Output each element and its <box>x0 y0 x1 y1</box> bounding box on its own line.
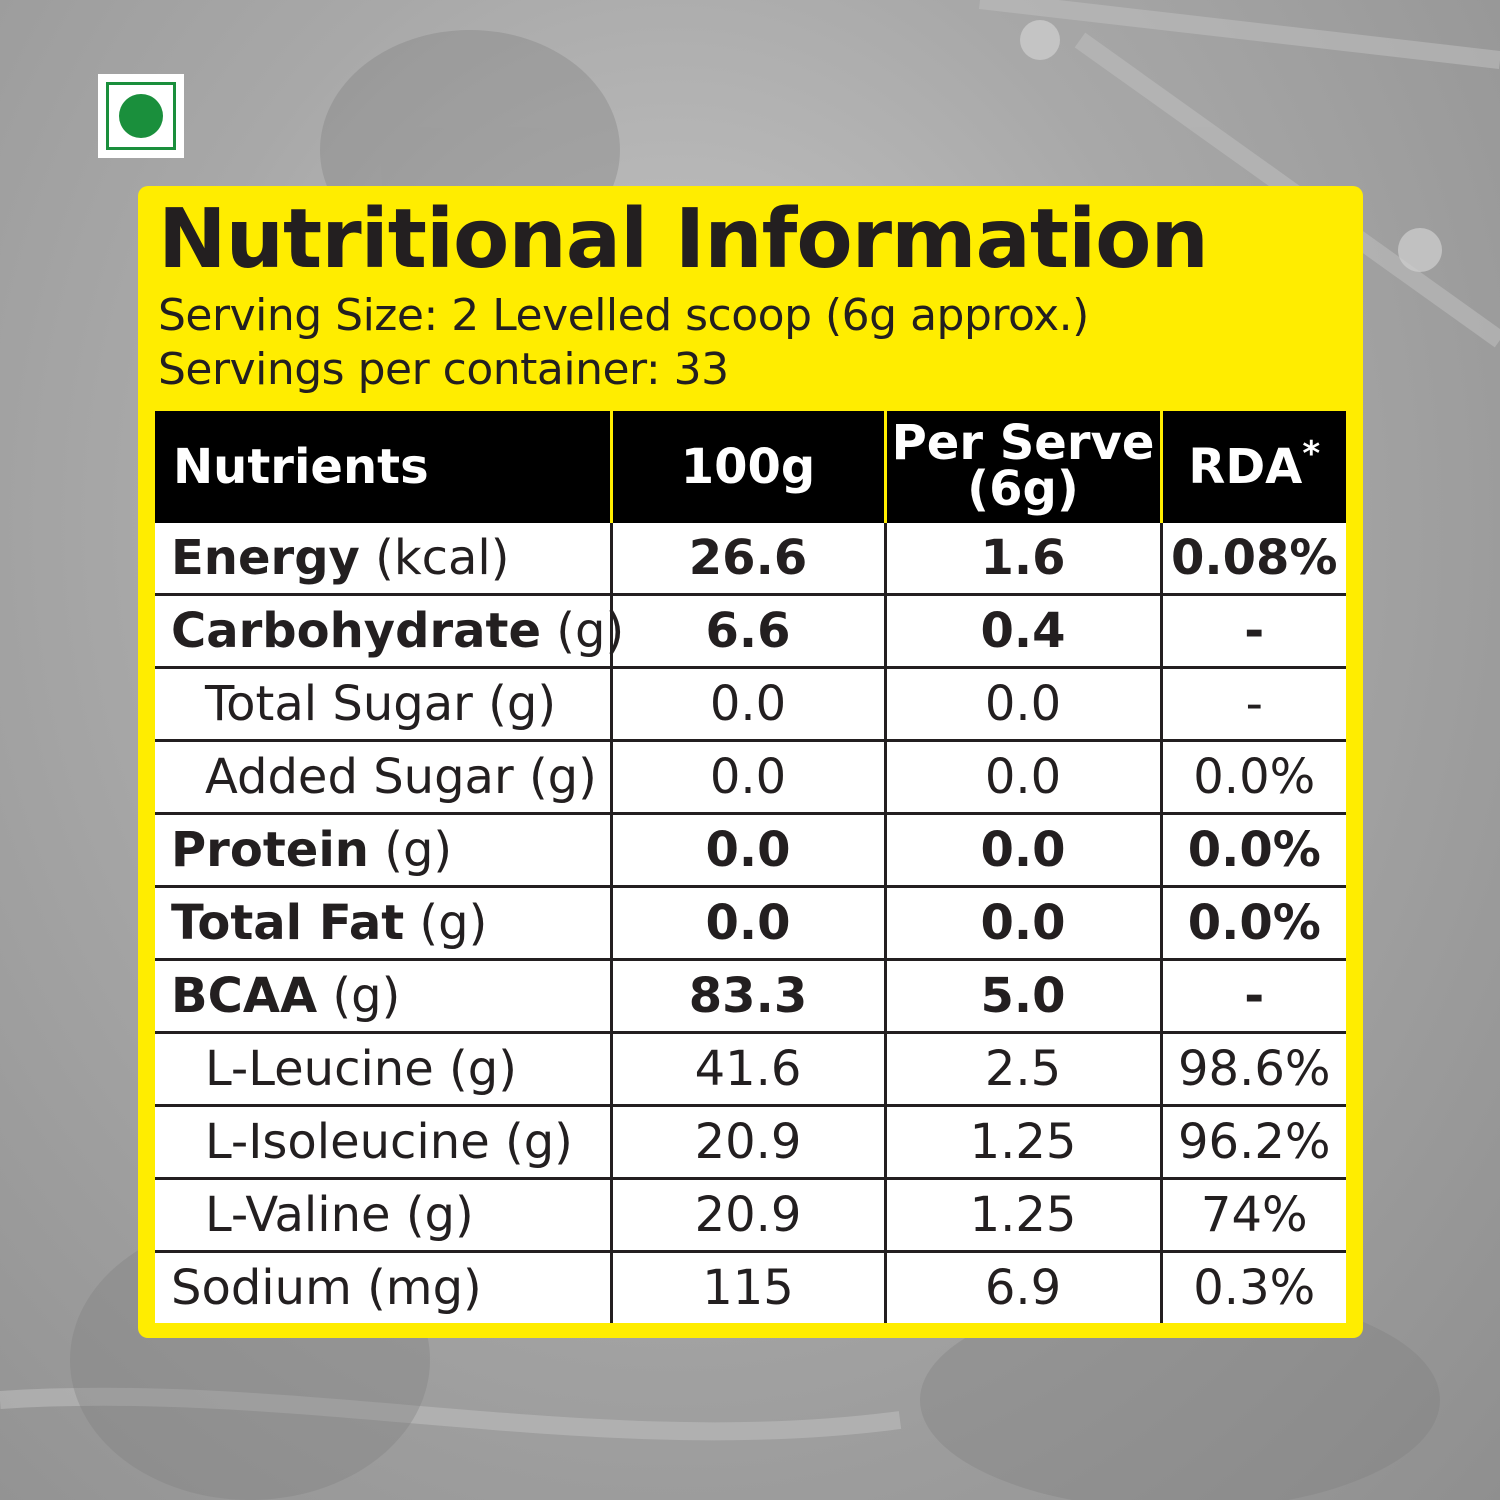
value-per-serve: 1.25 <box>885 1178 1163 1253</box>
value-100g: 20.9 <box>611 1178 887 1253</box>
value-rda: - <box>1161 667 1346 742</box>
nutrient-name: Added Sugar (g) <box>155 740 613 815</box>
value-rda: 74% <box>1161 1178 1346 1253</box>
value-rda: 0.3% <box>1161 1251 1346 1323</box>
nutrient-name: Total Fat (g) <box>155 886 613 961</box>
nutrient-name: Energy (kcal) <box>155 523 613 596</box>
value-100g: 41.6 <box>611 1032 887 1107</box>
table-row: Energy (kcal) 26.6 1.6 0.08% <box>155 523 1346 596</box>
value-rda: 0.0% <box>1161 813 1346 888</box>
nutrient-name: L-Leucine (g) <box>155 1032 613 1107</box>
nutrition-title: Nutritional Information <box>158 192 1209 287</box>
value-rda: - <box>1161 959 1346 1034</box>
nutrient-unit: (g) <box>541 603 625 659</box>
nutrient-label: Protein <box>171 822 369 878</box>
value-100g: 115 <box>611 1251 887 1323</box>
value-per-serve: 0.4 <box>885 594 1163 669</box>
vegetarian-mark-icon <box>98 74 184 158</box>
vegetarian-dot <box>119 94 163 138</box>
nutrient-name: Sodium (mg) <box>155 1251 613 1323</box>
table-row: Total Fat (g) 0.0 0.0 0.0% <box>155 886 1346 961</box>
value-100g: 0.0 <box>611 740 887 815</box>
value-per-serve: 1.25 <box>885 1105 1163 1180</box>
value-per-serve: 6.9 <box>885 1251 1163 1323</box>
header-rda-label: RDA <box>1188 439 1303 495</box>
table-row: L-Valine (g) 20.9 1.25 74% <box>155 1178 1346 1253</box>
nutrient-label: Total Fat <box>171 895 405 951</box>
nutrient-name: Protein (g) <box>155 813 613 888</box>
nutrient-name: BCAA (g) <box>155 959 613 1034</box>
value-rda: 0.08% <box>1161 523 1346 596</box>
nutrient-unit: (kcal) <box>359 530 510 586</box>
nutrient-label: BCAA <box>171 968 318 1024</box>
value-per-serve: 2.5 <box>885 1032 1163 1107</box>
table-row: L-Leucine (g) 41.6 2.5 98.6% <box>155 1032 1346 1107</box>
table-row: Protein (g) 0.0 0.0 0.0% <box>155 813 1346 888</box>
nutrient-name: Total Sugar (g) <box>155 667 613 742</box>
value-per-serve: 1.6 <box>885 523 1163 596</box>
nutrient-name: Carbohydrate (g) <box>155 594 624 669</box>
table-row: Sodium (mg) 115 6.9 0.3% <box>155 1251 1346 1323</box>
value-100g: 83.3 <box>611 959 887 1034</box>
nutrition-panel: Nutritional Information Serving Size: 2 … <box>138 186 1363 1338</box>
value-per-serve: 0.0 <box>885 813 1163 888</box>
value-rda: 96.2% <box>1161 1105 1346 1180</box>
nutrient-unit: (g) <box>368 822 453 878</box>
value-100g: 20.9 <box>611 1105 887 1180</box>
table-row: Carbohydrate (g) 6.6 0.4 - <box>155 594 1346 669</box>
value-100g: 0.0 <box>611 813 887 888</box>
header-rda: RDA* <box>1161 411 1346 523</box>
table-row: L-Isoleucine (g) 20.9 1.25 96.2% <box>155 1105 1346 1180</box>
value-per-serve: 0.0 <box>885 667 1163 742</box>
header-nutrients: Nutrients <box>155 411 613 523</box>
nutrient-unit: (g) <box>404 895 488 951</box>
nutrient-label: Energy <box>171 530 360 586</box>
nutrition-table: Nutrients 100g Per Serve (6g) RDA* Energ… <box>155 411 1346 1323</box>
value-rda: 0.0% <box>1161 886 1346 961</box>
value-per-serve: 0.0 <box>885 740 1163 815</box>
serving-size: Serving Size: 2 Levelled scoop (6g appro… <box>158 290 1089 341</box>
servings-per-container: Servings per container: 33 <box>158 344 729 395</box>
nutrient-name: L-Isoleucine (g) <box>155 1105 613 1180</box>
vegetarian-mark-border <box>106 82 176 150</box>
value-rda: 0.0% <box>1161 740 1346 815</box>
table-header-row: Nutrients 100g Per Serve (6g) RDA* <box>155 411 1346 523</box>
header-per-serve-line1: Per Serve <box>891 415 1155 472</box>
value-per-serve: 0.0 <box>885 886 1163 961</box>
value-per-serve: 5.0 <box>885 959 1163 1034</box>
value-100g: 6.6 <box>611 594 887 669</box>
nutrient-unit: (g) <box>317 968 401 1024</box>
value-rda: 98.6% <box>1161 1032 1346 1107</box>
header-per-serve: Per Serve (6g) <box>885 411 1163 523</box>
value-rda: - <box>1161 594 1346 669</box>
nutrient-name: L-Valine (g) <box>155 1178 613 1253</box>
header-per-serve-line2: (6g) <box>967 461 1079 517</box>
nutrient-label: Carbohydrate <box>171 603 542 659</box>
header-rda-asterisk: * <box>1302 434 1321 474</box>
table-row: BCAA (g) 83.3 5.0 - <box>155 959 1346 1034</box>
table-row: Total Sugar (g) 0.0 0.0 - <box>155 667 1346 742</box>
header-100g: 100g <box>611 411 887 523</box>
table-row: Added Sugar (g) 0.0 0.0 0.0% <box>155 740 1346 815</box>
value-100g: 0.0 <box>611 667 887 742</box>
value-100g: 26.6 <box>611 523 887 596</box>
value-100g: 0.0 <box>611 886 887 961</box>
